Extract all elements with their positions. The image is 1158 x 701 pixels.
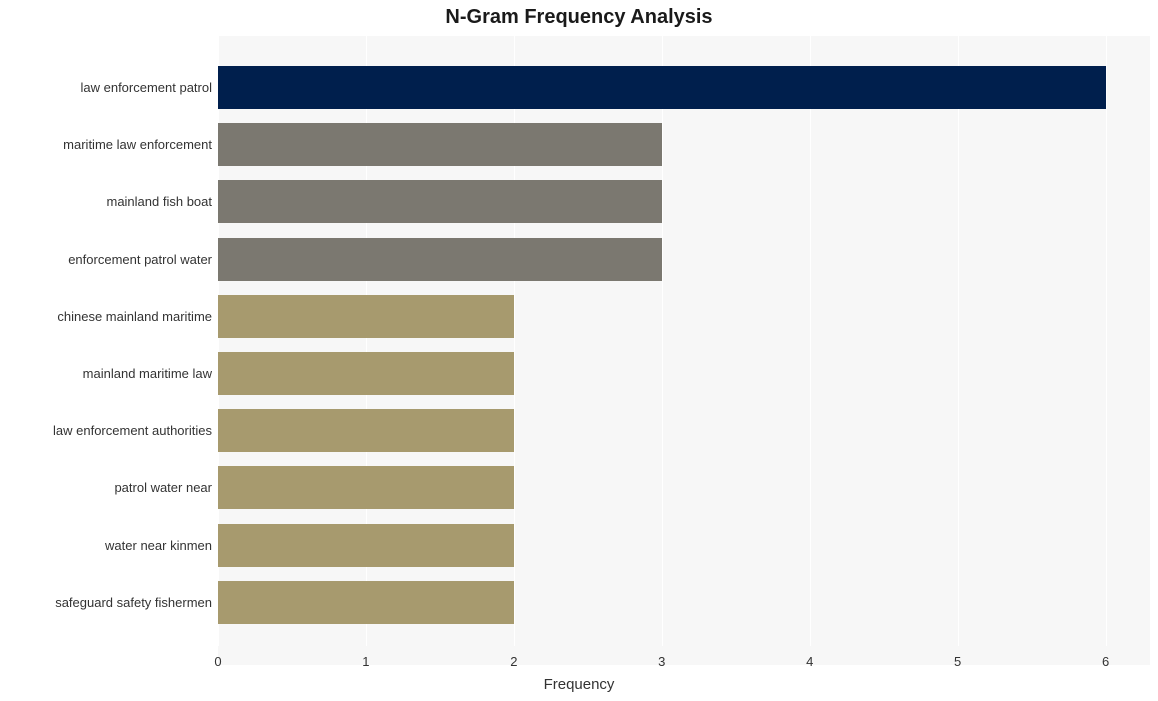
- x-tick-label: 5: [954, 654, 961, 669]
- y-tick-label: law enforcement patrol: [0, 81, 212, 94]
- y-tick-label: water near kinmen: [0, 539, 212, 552]
- bar: [218, 409, 514, 452]
- y-tick-label: maritime law enforcement: [0, 138, 212, 151]
- y-tick-label: mainland maritime law: [0, 367, 212, 380]
- y-tick-label: safeguard safety fishermen: [0, 596, 212, 609]
- y-tick-label: patrol water near: [0, 481, 212, 494]
- y-tick-label: enforcement patrol water: [0, 253, 212, 266]
- ngram-bar-chart: N-Gram Frequency Analysis law enforcemen…: [0, 0, 1158, 701]
- bar: [218, 524, 514, 567]
- chart-title: N-Gram Frequency Analysis: [0, 6, 1158, 29]
- bar: [218, 180, 662, 223]
- x-tick-label: 6: [1102, 654, 1109, 669]
- y-tick-label: law enforcement authorities: [0, 424, 212, 437]
- plot-area: [218, 36, 1150, 646]
- gridline: [810, 36, 811, 646]
- y-tick-label: chinese mainland maritime: [0, 310, 212, 323]
- x-tick-label: 2: [510, 654, 517, 669]
- bar: [218, 352, 514, 395]
- x-tick-label: 3: [658, 654, 665, 669]
- x-axis-title: Frequency: [0, 676, 1158, 693]
- bar: [218, 295, 514, 338]
- bar: [218, 466, 514, 509]
- x-tick-label: 4: [806, 654, 813, 669]
- x-tick-label: 1: [362, 654, 369, 669]
- bar: [218, 581, 514, 624]
- gridline: [958, 36, 959, 646]
- gridline: [662, 36, 663, 646]
- bar: [218, 123, 662, 166]
- x-tick-label: 0: [214, 654, 221, 669]
- gridline: [1106, 36, 1107, 646]
- bar: [218, 238, 662, 281]
- bar: [218, 66, 1106, 109]
- y-tick-label: mainland fish boat: [0, 195, 212, 208]
